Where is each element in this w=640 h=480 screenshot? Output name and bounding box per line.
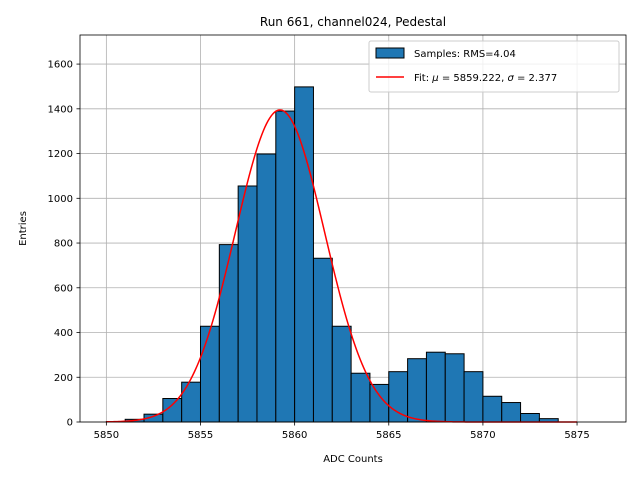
y-axis-ticks: 0 200 400 600 800 1000 1200 1400 1600 bbox=[48, 60, 80, 429]
legend-swatch-histogram bbox=[375, 47, 405, 59]
histogram-bar bbox=[294, 86, 314, 423]
histogram-bar bbox=[275, 110, 296, 423]
histogram-bar bbox=[425, 351, 446, 423]
plot-frame bbox=[79, 34, 627, 423]
y-axis-label: Entries bbox=[18, 211, 29, 246]
x-tick-label: 5870 bbox=[470, 430, 495, 441]
histogram-bar bbox=[237, 185, 258, 423]
histogram-bar bbox=[181, 381, 201, 423]
histogram-bar bbox=[520, 412, 540, 423]
legend-text-part: Fit: bbox=[414, 73, 432, 84]
y-tick-label: 400 bbox=[54, 328, 73, 339]
histogram-bar bbox=[407, 358, 427, 423]
legend-symbol: μ bbox=[431, 73, 438, 84]
histogram-bar bbox=[350, 372, 371, 423]
x-tick-label: 5865 bbox=[376, 430, 401, 441]
histogram-bar bbox=[444, 353, 465, 423]
x-tick-label: 5855 bbox=[188, 430, 213, 441]
legend-box bbox=[368, 40, 620, 93]
y-tick-label: 0 bbox=[67, 418, 73, 429]
legend-symbol: σ bbox=[507, 73, 514, 84]
histogram-bar bbox=[312, 257, 333, 423]
legend-label-fit: Fit: μ = 5859.222, σ = 2.377 bbox=[414, 73, 557, 84]
chart-title: Run 661, channel024, Pedestal bbox=[260, 15, 446, 29]
x-axis-label: ADC Counts bbox=[323, 454, 383, 465]
histogram-bar bbox=[218, 244, 239, 423]
x-tick-label: 5850 bbox=[94, 430, 119, 441]
legend-label-histogram: Samples: RMS=4.04 bbox=[414, 49, 516, 60]
y-tick-label: 600 bbox=[54, 283, 73, 294]
histogram-bar bbox=[256, 153, 277, 423]
x-tick-label: 5860 bbox=[282, 430, 307, 441]
x-tick-label: 5875 bbox=[564, 430, 589, 441]
y-tick-label: 1600 bbox=[48, 60, 73, 71]
y-tick-label: 800 bbox=[54, 239, 73, 250]
histogram-bar bbox=[501, 402, 522, 423]
x-axis-ticks: 5850 5855 5860 5865 5870 5875 bbox=[94, 422, 590, 441]
legend-text-part: = 5859.222, bbox=[439, 73, 508, 84]
y-tick-label: 200 bbox=[54, 373, 73, 384]
histogram-bar bbox=[482, 395, 503, 423]
y-tick-label: 1000 bbox=[48, 194, 73, 205]
histogram-bar bbox=[331, 325, 352, 423]
histogram-bar bbox=[388, 371, 409, 423]
legend: Samples: RMS=4.04 Fit: μ = 5859.222, σ =… bbox=[368, 40, 620, 93]
y-tick-label: 1400 bbox=[48, 104, 73, 115]
legend-text-part: = 2.377 bbox=[514, 73, 557, 84]
histogram-bar bbox=[199, 325, 220, 423]
histogram-bar bbox=[463, 371, 484, 423]
y-tick-label: 1200 bbox=[48, 149, 73, 160]
